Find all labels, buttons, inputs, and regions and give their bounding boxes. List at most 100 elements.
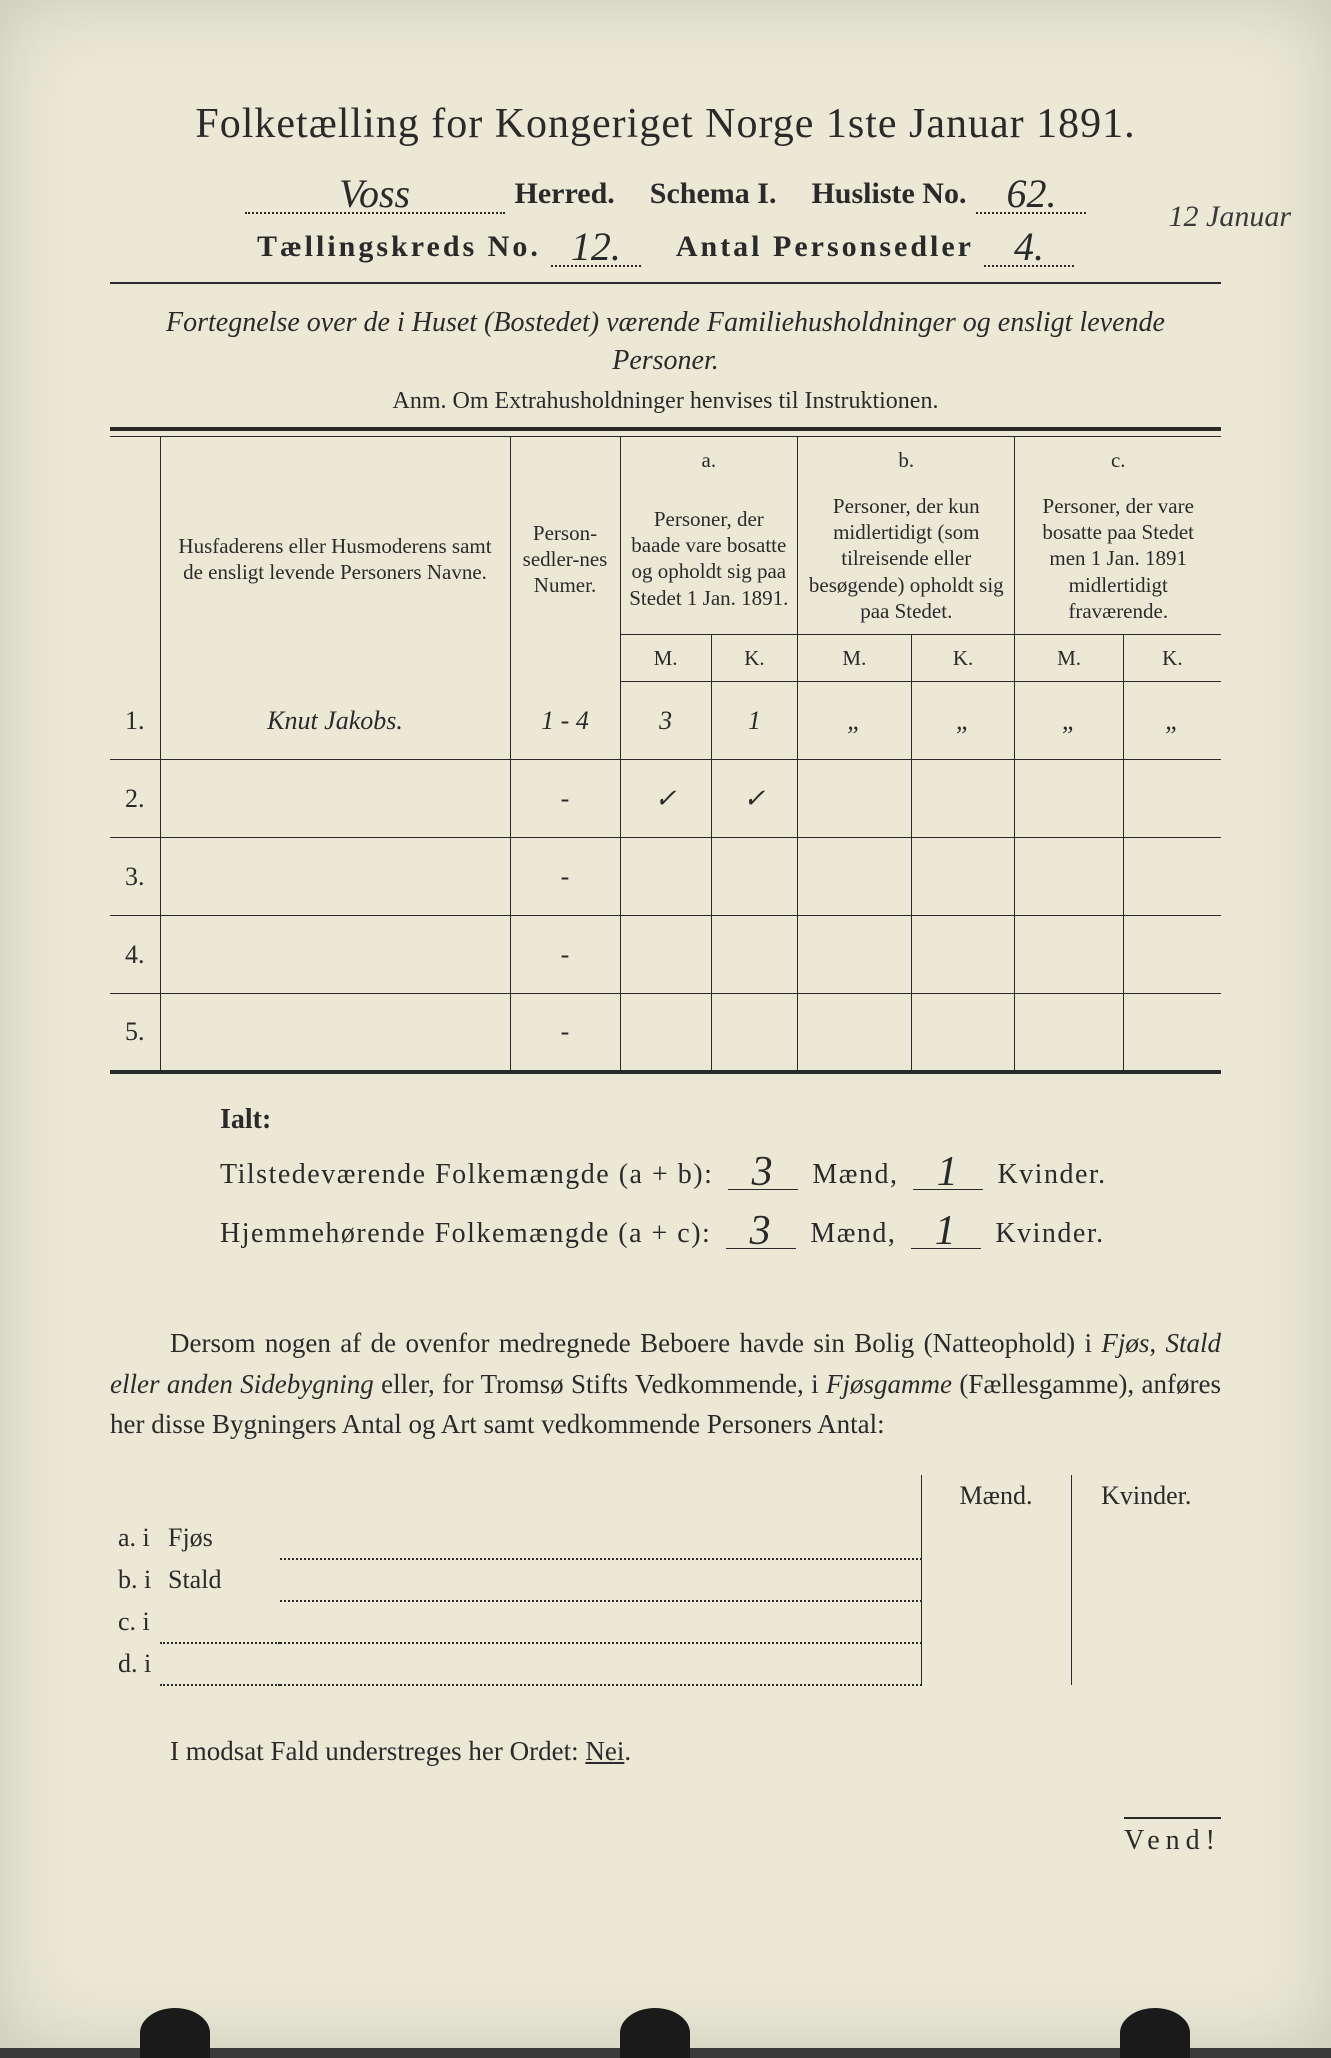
col-a-m: M.	[620, 635, 711, 682]
husliste-field: 62.	[976, 176, 1086, 214]
row-aK	[711, 916, 797, 994]
col-a-k: K.	[711, 635, 797, 682]
building-row: c. i	[110, 1601, 1221, 1643]
row-cM	[1015, 838, 1123, 916]
row-bK: „	[911, 682, 1015, 760]
row-bM	[798, 916, 912, 994]
totals-2-m: 3	[726, 1215, 796, 1250]
col-c-k: K.	[1123, 635, 1221, 682]
vend-label: Vend!	[1124, 1817, 1221, 1857]
closing-line: I modsat Fald understreges her Ordet: Ne…	[170, 1736, 1221, 1767]
row-num: 3.	[110, 838, 160, 916]
row-bK	[911, 916, 1015, 994]
husliste-label: Husliste No.	[811, 177, 966, 211]
row-cM	[1015, 760, 1123, 838]
row-bM	[798, 994, 912, 1072]
totals-1-k: 1	[913, 1156, 983, 1191]
antal-label: Antal Personsedler	[676, 230, 974, 264]
row-aM: 3	[620, 682, 711, 760]
mk-kvinder: Kvinder.	[1071, 1475, 1221, 1517]
row-aK: 1	[711, 682, 797, 760]
page-notch	[620, 2008, 690, 2058]
row-aK: ✓	[711, 760, 797, 838]
herred-label: Herred.	[515, 177, 615, 211]
divider	[110, 282, 1221, 284]
mk-maend: Mænd.	[921, 1475, 1071, 1517]
row-sedler: -	[510, 760, 620, 838]
header-row-2: Tællingskreds No. 12. Antal Personsedler…	[110, 225, 1221, 264]
table-row: 1. Knut Jakobs. 1 - 4 3 1 „ „ „ „	[110, 682, 1221, 760]
col-b-k: K.	[911, 635, 1015, 682]
page-title: Folketælling for Kongeriget Norge 1ste J…	[110, 100, 1221, 148]
row-num: 1.	[110, 682, 160, 760]
margin-date-note: 12 Januar	[1169, 200, 1292, 234]
census-form-page: Folketælling for Kongeriget Norge 1ste J…	[0, 0, 1331, 2048]
row-aK	[711, 994, 797, 1072]
row-cK: „	[1123, 682, 1221, 760]
col-sedler: Person-sedler-nes Numer.	[510, 437, 620, 682]
row-sedler: 1 - 4	[510, 682, 620, 760]
row-bK	[911, 994, 1015, 1072]
building-row: b. i Stald	[110, 1559, 1221, 1601]
row-sedler: -	[510, 838, 620, 916]
ialt-label: Ialt:	[220, 1104, 1221, 1136]
building-lab: b. i	[110, 1559, 160, 1601]
col-a-label: a.	[620, 437, 798, 483]
table-row: 2. - ✓ ✓	[110, 760, 1221, 838]
row-name	[160, 994, 510, 1072]
col-c-m: M.	[1015, 635, 1123, 682]
schema-label: Schema I.	[650, 177, 777, 211]
totals-line-2: Hjemmehørende Folkemængde (a + c): 3 Mæn…	[220, 1205, 1221, 1264]
row-aM: ✓	[620, 760, 711, 838]
page-notch	[1120, 2008, 1190, 2058]
col-c-text: Personer, der vare bosatte paa Stedet me…	[1015, 483, 1221, 635]
col-names: Husfaderens eller Husmoderens samt de en…	[160, 437, 510, 682]
row-num: 2.	[110, 760, 160, 838]
building-lab: a. i	[110, 1517, 160, 1559]
totals-1-label: Tilstedeværende Folkemængde (a + b):	[220, 1159, 713, 1190]
row-num: 5.	[110, 994, 160, 1072]
building-txt	[160, 1601, 280, 1643]
anm-note: Anm. Om Extrahusholdninger henvises til …	[110, 388, 1221, 415]
page-notch	[140, 2008, 210, 2058]
herred-field: Voss	[245, 176, 505, 214]
row-aK	[711, 838, 797, 916]
row-cK	[1123, 916, 1221, 994]
row-aM	[620, 994, 711, 1072]
building-txt	[160, 1643, 280, 1685]
table-row: 4. -	[110, 916, 1221, 994]
household-table: Husfaderens eller Husmoderens samt de en…	[110, 437, 1221, 1074]
totals-1-m: 3	[728, 1156, 798, 1191]
col-b-label: b.	[798, 437, 1015, 483]
building-paragraph: Dersom nogen af de ovenfor medregnede Be…	[110, 1323, 1221, 1445]
row-cM: „	[1015, 682, 1123, 760]
col-b-m: M.	[798, 635, 912, 682]
row-name: Knut Jakobs.	[160, 682, 510, 760]
buildings-table: Mænd. Kvinder. a. i Fjøs b. i Stald c. i…	[110, 1475, 1221, 1686]
table-body: 1. Knut Jakobs. 1 - 4 3 1 „ „ „ „ 2. - ✓…	[110, 682, 1221, 1072]
row-sedler: -	[510, 916, 620, 994]
row-bM: „	[798, 682, 912, 760]
antal-field: 4.	[984, 229, 1074, 267]
table-row: 5. -	[110, 994, 1221, 1072]
col-b-text: Personer, der kun midlertidigt (som tilr…	[798, 483, 1015, 635]
building-row: d. i	[110, 1643, 1221, 1685]
totals-block: Tilstedeværende Folkemængde (a + b): 3 M…	[220, 1146, 1221, 1264]
building-lab: c. i	[110, 1601, 160, 1643]
row-bK	[911, 760, 1015, 838]
row-sedler: -	[510, 994, 620, 1072]
kvinder-label: Kvinder.	[997, 1159, 1106, 1190]
header-row-1: Voss Herred. Schema I. Husliste No. 62.	[110, 172, 1221, 211]
row-cM	[1015, 916, 1123, 994]
maend-label: Mænd,	[810, 1218, 896, 1249]
row-cM	[1015, 994, 1123, 1072]
totals-2-label: Hjemmehørende Folkemængde (a + c):	[220, 1218, 711, 1249]
subtitle: Fortegnelse over de i Huset (Bostedet) v…	[110, 304, 1221, 380]
row-name	[160, 916, 510, 994]
row-cK	[1123, 760, 1221, 838]
maend-label: Mænd,	[812, 1159, 898, 1190]
table-row: 3. -	[110, 838, 1221, 916]
row-name	[160, 838, 510, 916]
building-txt: Stald	[160, 1559, 280, 1601]
row-aM	[620, 838, 711, 916]
